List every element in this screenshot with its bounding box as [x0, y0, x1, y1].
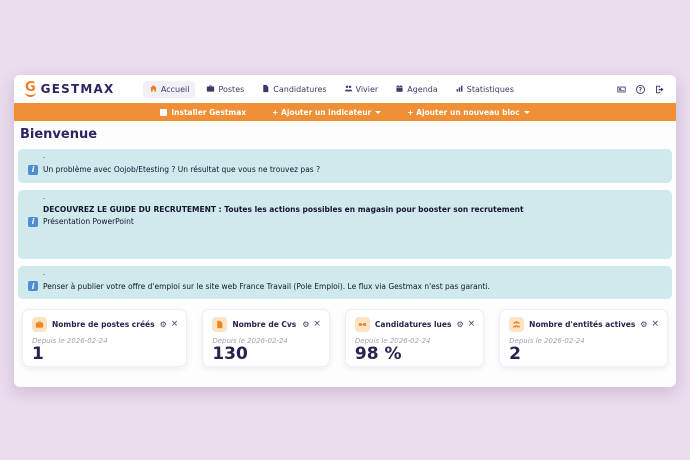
card-period: Depuis le 2026-02-24: [212, 337, 288, 346]
chevron-down-icon: [375, 110, 382, 114]
nav-label: Vivier: [355, 84, 379, 94]
nav-item-statistiques[interactable]: Statistiques: [449, 81, 520, 98]
logo-g-icon: G: [25, 80, 36, 97]
gear-icon[interactable]: ⚙: [159, 319, 167, 329]
notice-mark: -: [43, 194, 46, 202]
briefcase-icon: [32, 317, 47, 333]
page-title: Bienvenue: [20, 127, 98, 142]
nav-label: Agenda: [407, 84, 438, 94]
chevron-down-icon: [523, 110, 530, 114]
notice-text: Un problème avec Oojob/Etesting ? Un rés…: [43, 165, 321, 175]
card-title: Nombre de postes créés: [52, 320, 155, 330]
install-label: Installer Gestmax: [171, 107, 247, 117]
close-icon[interactable]: ×: [467, 319, 476, 330]
main-content: Bienvenue - i Un problème avec Oojob/Ete…: [14, 121, 676, 368]
people-icon: [344, 84, 353, 95]
cv-document-icon: [212, 317, 228, 333]
nav-item-accueil[interactable]: Accueil: [142, 80, 196, 98]
notice-mark: -: [43, 154, 46, 161]
logo-text: GESTMAX: [40, 82, 115, 96]
bar-chart-icon: [455, 84, 464, 95]
calendar-icon: [395, 84, 404, 95]
card-value: 130: [212, 344, 248, 365]
notice-guide-recrutement: - DECOUVREZ LE GUIDE DU RECRUTEMENT : To…: [18, 189, 672, 259]
add-indicator-dropdown[interactable]: + Ajouter un indicateur: [272, 107, 382, 117]
close-icon[interactable]: ×: [170, 319, 179, 330]
glasses-icon: [354, 317, 370, 333]
card-icon[interactable]: [616, 80, 627, 99]
card-candidatures-lues: Candidatures lues ⚙ × Depuis le 2026-02-…: [344, 309, 485, 368]
stat-cards-row: Nombre de postes créés ⚙ × Depuis le 202…: [22, 309, 668, 368]
nav-item-candidatures[interactable]: Candidatures: [255, 81, 332, 98]
briefcase-icon: [206, 84, 215, 95]
gear-icon[interactable]: ⚙: [640, 319, 648, 329]
quick-actions-bar: Installer Gestmax + Ajouter un indicateu…: [14, 103, 676, 121]
logout-icon[interactable]: [654, 80, 665, 99]
close-icon[interactable]: ×: [651, 319, 659, 330]
card-title: Nombre d'entités actives: [529, 320, 636, 330]
card-value: 1: [32, 344, 44, 365]
gestmax-logo[interactable]: G GESTMAX: [25, 81, 114, 97]
nav-item-agenda[interactable]: Agenda: [389, 81, 444, 98]
nav-label: Accueil: [160, 84, 190, 94]
add-block-dropdown[interactable]: + Ajouter un nouveau bloc: [407, 107, 530, 117]
nav-item-postes[interactable]: Postes: [200, 81, 250, 98]
top-header: G GESTMAX Accueil Postes Candidatures Vi…: [14, 75, 676, 103]
group-icon: [509, 317, 525, 333]
nav-label: Postes: [218, 84, 245, 94]
card-title: Nombre de Cvs: [232, 320, 297, 330]
card-title: Candidatures lues: [374, 320, 452, 330]
header-actions: ?: [616, 80, 665, 99]
gear-icon[interactable]: ⚙: [456, 319, 464, 329]
notice-text: Penser à publier votre offre d'emploi su…: [43, 281, 490, 291]
card-period: Depuis le 2026-02-24: [509, 337, 585, 346]
notice-france-travail: - i Penser à publier votre offre d'emplo…: [18, 265, 672, 300]
nav-label: Statistiques: [466, 84, 514, 94]
notice-link-powerpoint[interactable]: Présentation PowerPoint: [43, 217, 134, 227]
card-period: Depuis le 2026-02-24: [354, 337, 431, 346]
info-icon: i: [28, 164, 38, 175]
add-block-label: + Ajouter un nouveau bloc: [407, 107, 520, 117]
install-gestmax-button[interactable]: Installer Gestmax: [160, 108, 246, 117]
card-period: Depuis le 2026-02-24: [32, 337, 108, 346]
notice-headline: DECOUVREZ LE GUIDE DU RECRUTEMENT : Tout…: [43, 204, 524, 214]
help-icon[interactable]: ?: [635, 80, 646, 99]
nav-item-vivier[interactable]: Vivier: [338, 81, 385, 98]
card-nombre-cvs: Nombre de Cvs ⚙ × Depuis le 2026-02-24 1…: [202, 309, 330, 368]
document-icon: [261, 84, 270, 95]
card-postes-crees: Nombre de postes créés ⚙ × Depuis le 202…: [22, 309, 188, 368]
card-entites-actives: Nombre d'entités actives ⚙ × Depuis le 2…: [499, 309, 668, 368]
svg-text:?: ?: [639, 87, 642, 93]
gear-icon[interactable]: ⚙: [302, 319, 310, 329]
app-window: G GESTMAX Accueil Postes Candidatures Vi…: [14, 75, 676, 387]
close-icon[interactable]: ×: [313, 319, 321, 330]
main-nav: Accueil Postes Candidatures Vivier Agend…: [142, 80, 520, 98]
add-indicator-label: + Ajouter un indicateur: [272, 107, 372, 117]
info-icon: i: [28, 216, 38, 227]
nav-label: Candidatures: [273, 84, 327, 94]
notice-oojob: - i Un problème avec Oojob/Etesting ? Un…: [18, 149, 672, 183]
notice-mark: -: [43, 270, 46, 278]
home-icon: [149, 84, 158, 95]
info-icon: i: [28, 281, 38, 292]
card-value: 2: [509, 344, 522, 365]
card-value: 98 %: [354, 344, 402, 365]
window-icon: [160, 108, 168, 116]
